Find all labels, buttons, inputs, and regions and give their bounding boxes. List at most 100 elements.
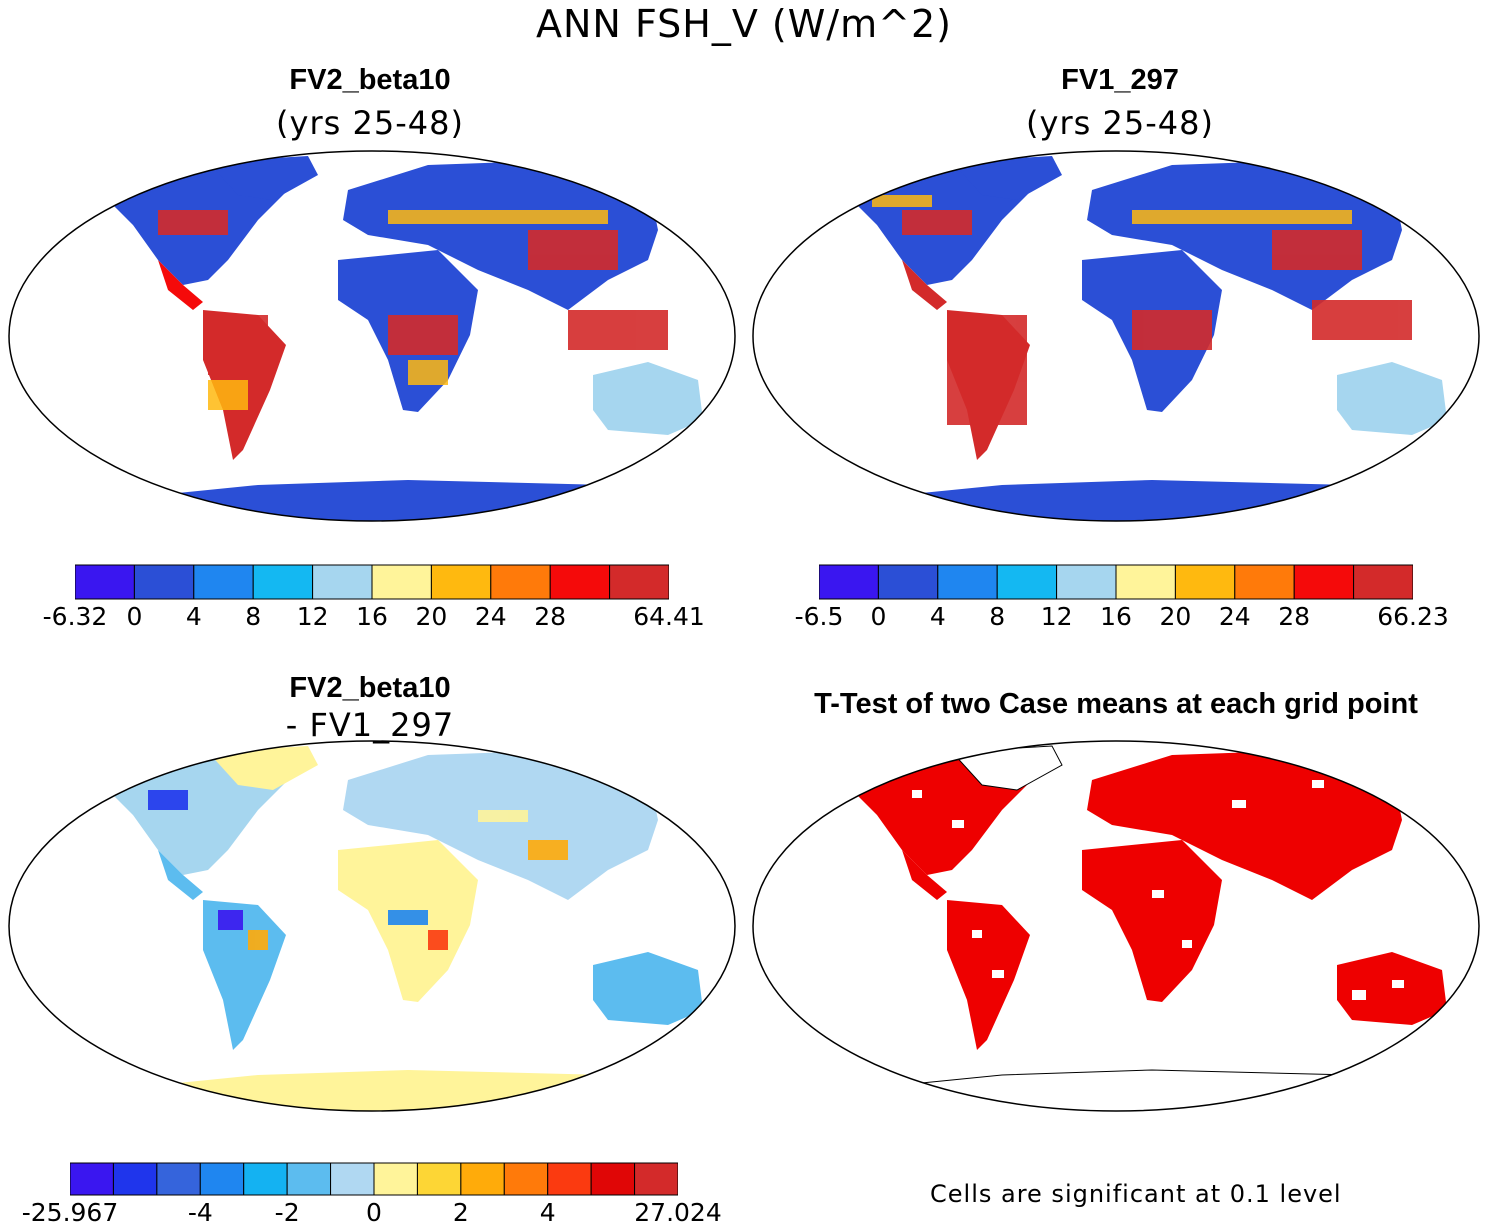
colorbar-tick-label: 16 [356, 602, 388, 631]
colorbar-tick-label: 12 [1040, 602, 1073, 631]
colorbar-swatch [490, 564, 551, 600]
colorbar-swatch [312, 564, 373, 600]
colorbar-tick-label: -6.5 [794, 602, 844, 631]
colorbar-swatch [75, 564, 135, 600]
landmass-antarctica [830, 1069, 1404, 1111]
colorbar-tick-label: 20 [1159, 602, 1192, 631]
panel-case1-subtitle: (yrs 25-48) [276, 104, 464, 142]
colorbar-tick-label: 24 [1218, 602, 1251, 631]
colorbar-tick-label: 0 [126, 602, 143, 631]
colorbar-swatch [937, 564, 998, 600]
landmass-australia [593, 362, 703, 435]
landmass-south-america [947, 900, 1030, 1050]
colorbar-swatch [549, 564, 611, 600]
colorbar-case2-ticks: -6.5 0 4 8 12 16 20 24 28 66.23 [795, 602, 1449, 636]
colorbar-tick-label: 4 [185, 602, 202, 631]
colorbar-swatch [133, 564, 195, 600]
colorbar-tick-label: -25.967 [21, 1198, 119, 1227]
colorbar-swatch [371, 564, 432, 600]
landmass-australia [593, 952, 703, 1025]
landmass-central-america [902, 850, 947, 900]
colorbar-swatch [199, 1162, 245, 1196]
ttest-footnote: Cells are significant at 0.1 level [930, 1180, 1342, 1208]
colorbar-tick-label: 4 [929, 602, 946, 631]
warm-band-case2 [872, 195, 1352, 224]
colorbar-swatch [1115, 564, 1176, 600]
landmass-greenland [208, 746, 318, 790]
colorbar-swatch [634, 1162, 678, 1196]
tropical-band-case2 [902, 210, 1412, 425]
colorbar-swatch [503, 1162, 549, 1196]
significant-cells [842, 750, 1447, 1050]
colorbar-tick-label: -4 [187, 1198, 213, 1227]
colorbar-tick-label: 0 [870, 602, 887, 631]
colorbar-swatch [330, 1162, 375, 1196]
landmass-antarctica [88, 480, 658, 521]
landmass-central-america [158, 850, 203, 900]
landmass-antarctica [832, 480, 1402, 521]
colorbar-tick-label: 24 [474, 602, 507, 631]
colorbar-swatch [1234, 564, 1295, 600]
colorbar-tick-label: 66.23 [1377, 602, 1449, 631]
colorbar-swatch [193, 564, 254, 600]
landmass-greenland [208, 156, 318, 200]
landmass-greenland [950, 745, 1063, 791]
colorbar-tick-label: 12 [296, 602, 329, 631]
panel-case2-title: FV1_297 [1061, 64, 1179, 96]
landmass-antarctica [88, 1070, 658, 1111]
colorbar-diff-ticks: -25.967 -4 -2 0 2 4 27.024 [22, 1198, 722, 1228]
landmass-south-america [203, 900, 286, 1050]
colorbar-case1-ticks: -6.32 0 4 8 12 16 20 24 28 64.41 [43, 602, 705, 636]
colorbar-swatch [416, 1162, 462, 1196]
landmass-africa [1082, 840, 1222, 1002]
colorbar-swatch [547, 1162, 592, 1196]
colorbar-swatch [1174, 564, 1236, 600]
landmass-north-america [98, 758, 288, 875]
colorbar-swatch [373, 1162, 418, 1196]
colorbar-tick-label: 2 [452, 1198, 469, 1227]
colorbar-swatch [286, 1162, 332, 1196]
warm-band-case1 [208, 210, 608, 410]
colorbar-tick-label: 28 [534, 602, 567, 631]
colorbar-swatch [877, 564, 939, 600]
panel-case2-subtitle: (yrs 25-48) [1026, 104, 1214, 142]
landmass-australia [1337, 952, 1447, 1025]
landmass-central-america [158, 260, 203, 310]
panel-case1-title: FV2_beta10 [289, 64, 451, 96]
map-diff [8, 740, 736, 1112]
figure-title: ANN FSH_V (W/m^2) [536, 2, 952, 46]
colorbar-swatch [243, 1162, 288, 1196]
diff-speckle [148, 790, 568, 950]
colorbar-swatch [1353, 564, 1413, 600]
tropical-band-case1 [158, 210, 668, 375]
landmass-eurasia [1087, 160, 1402, 310]
colorbar-tick-label: 28 [1278, 602, 1311, 631]
panel-ttest-title: T-Test of two Case means at each grid po… [814, 688, 1418, 720]
colorbar-tick-label: 8 [245, 602, 262, 631]
colorbar-swatch [460, 1162, 505, 1196]
map-case1 [8, 150, 736, 522]
colorbar-swatch [1293, 564, 1355, 600]
colorbar-swatch [252, 564, 314, 600]
colorbar-swatch [156, 1162, 201, 1196]
colorbar-tick-label: 16 [1100, 602, 1132, 631]
landmass-central-america [902, 260, 947, 310]
colorbar-case2 [819, 564, 1413, 600]
colorbar-swatch [609, 564, 669, 600]
colorbar-tick-label: 27.024 [634, 1198, 722, 1227]
landmass-north-america [842, 758, 1032, 875]
landmass-eurasia [343, 750, 658, 900]
panel-diff-subtitle: - FV1_297 [285, 706, 455, 744]
panel-diff-title: FV2_beta10 [289, 672, 451, 704]
colorbar-swatch [819, 564, 879, 600]
colorbar-diff [70, 1162, 678, 1196]
colorbar-swatch [70, 1162, 114, 1196]
colorbar-tick-label: 8 [989, 602, 1006, 631]
colorbar-swatch [112, 1162, 158, 1196]
colorbar-tick-label: -6.32 [42, 602, 108, 631]
map-case2 [752, 150, 1480, 522]
landmass-australia [1337, 362, 1447, 435]
colorbar-tick-label: -2 [274, 1198, 300, 1227]
colorbar-swatch [1056, 564, 1117, 600]
colorbar-tick-label: 64.41 [633, 602, 705, 631]
